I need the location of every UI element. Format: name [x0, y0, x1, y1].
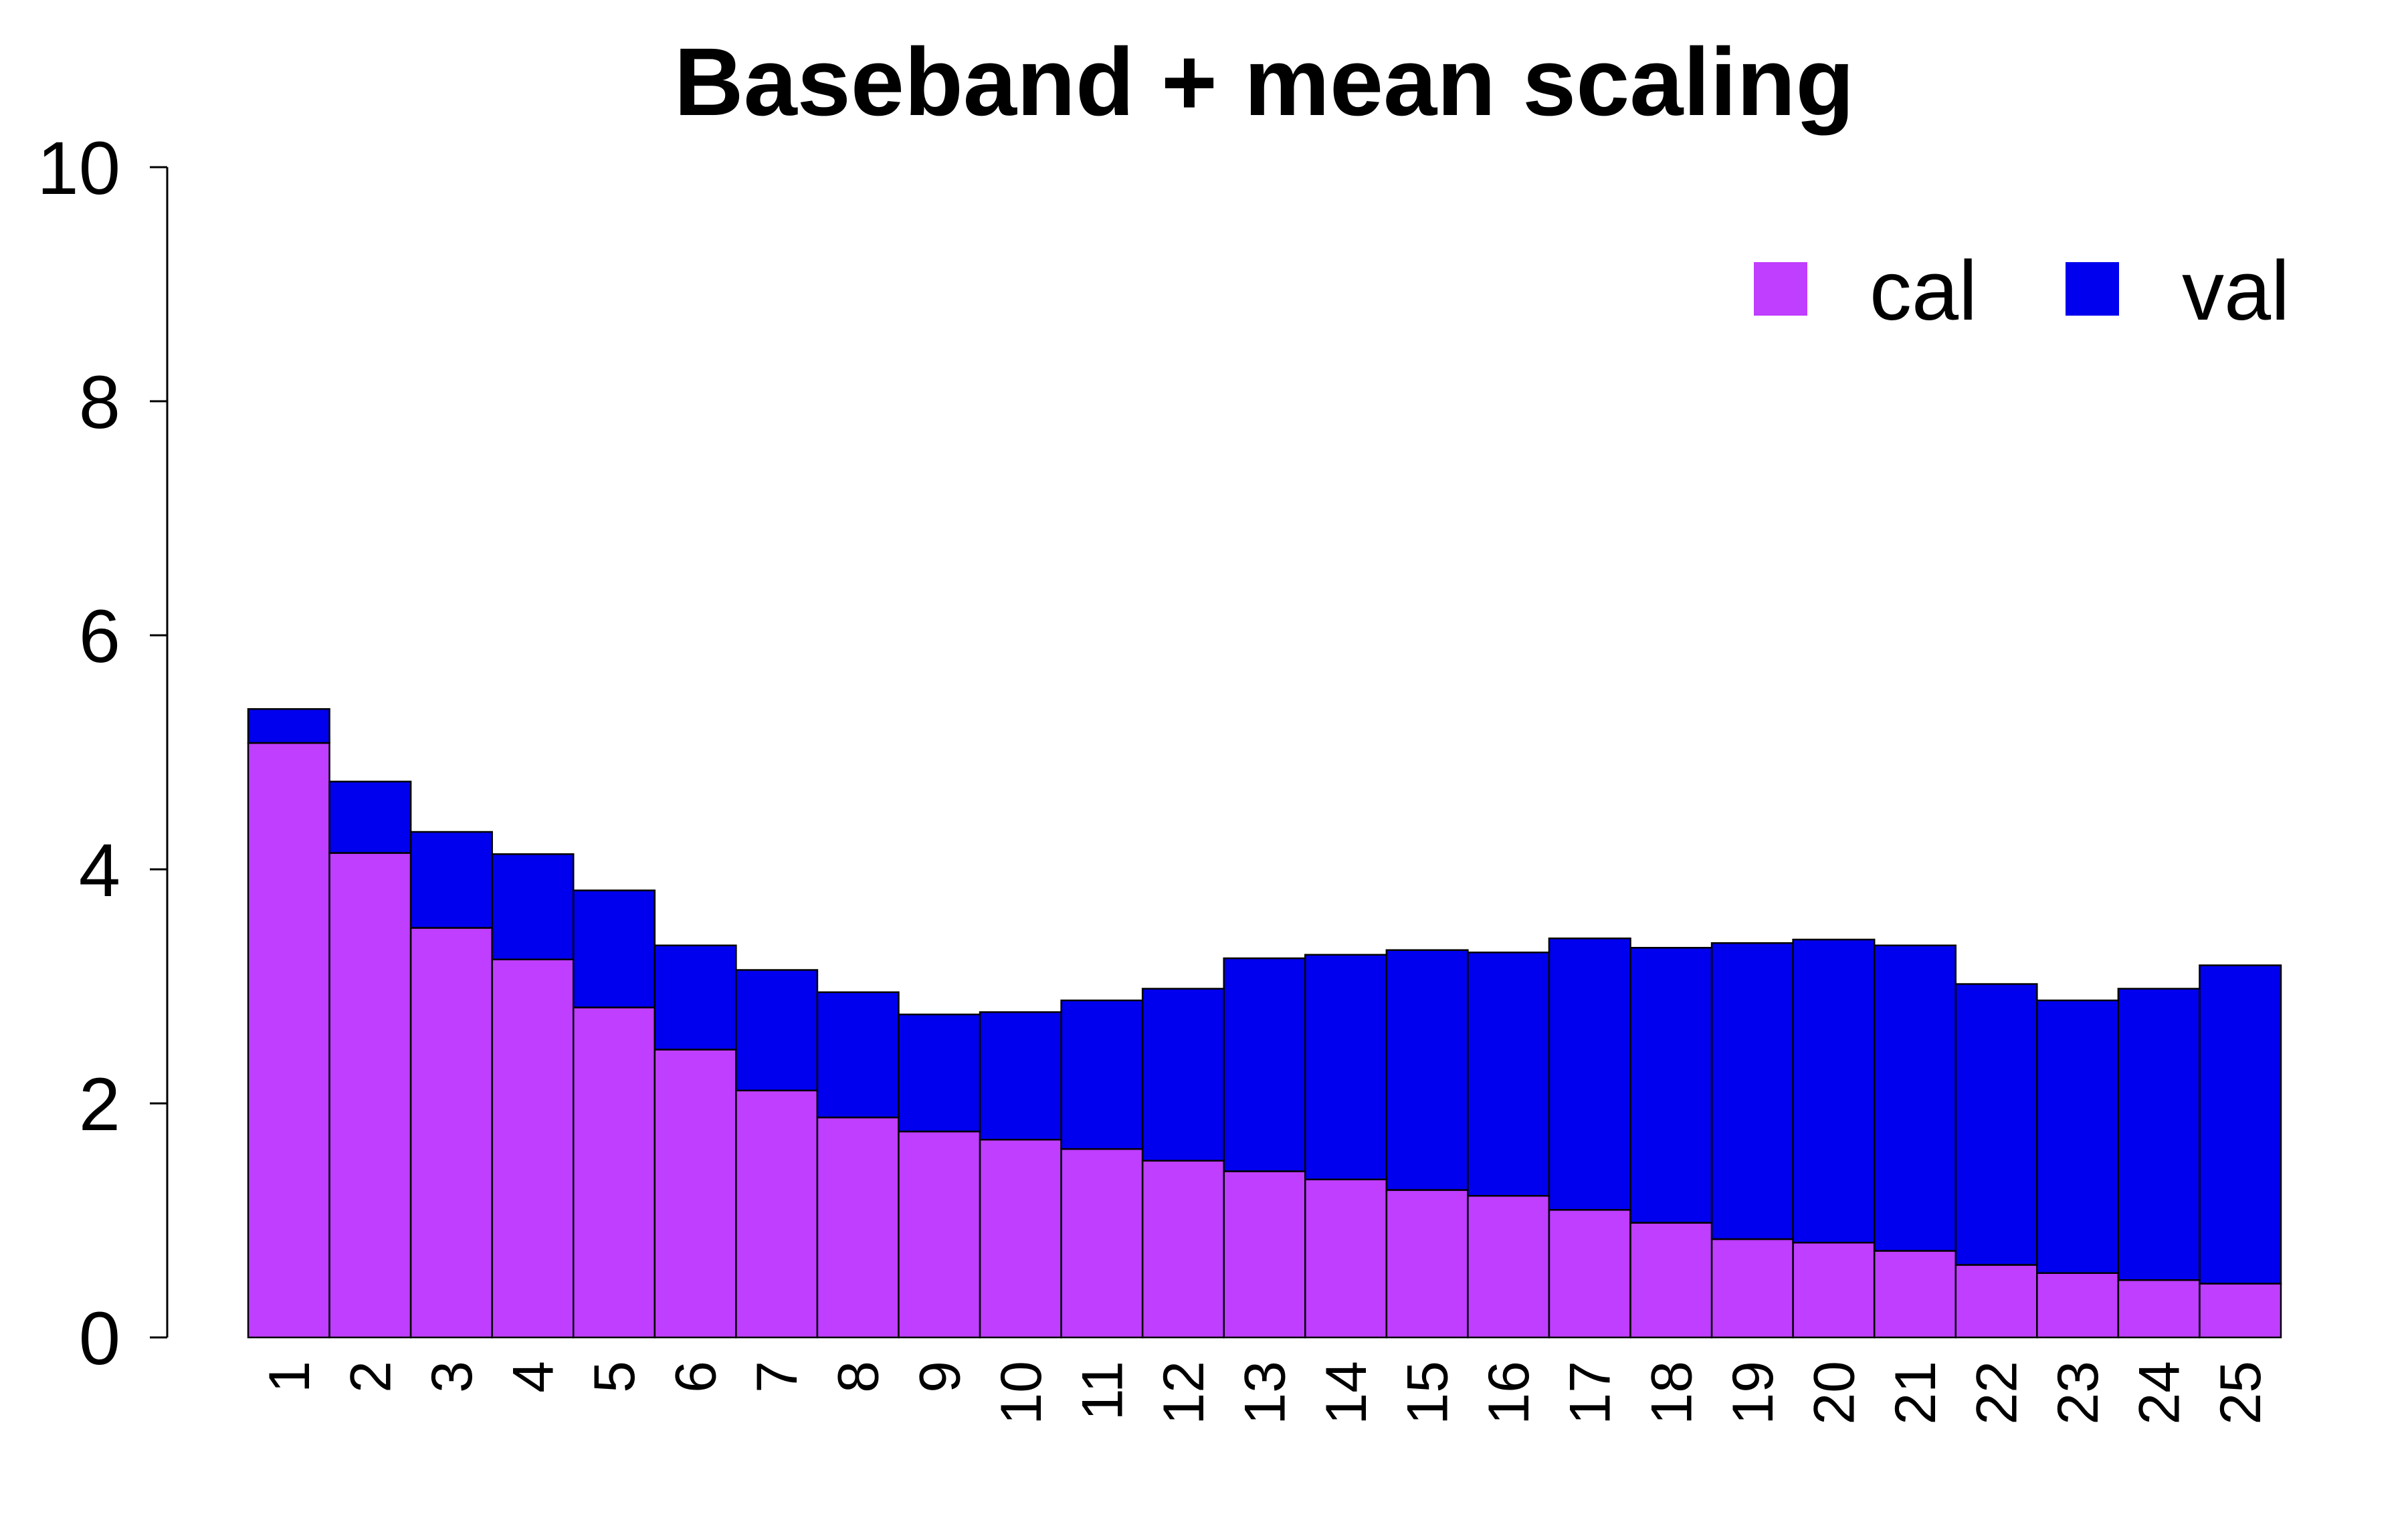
legend-swatch-cal: [1754, 262, 1807, 316]
x-tick-label: 17: [1559, 1361, 1623, 1425]
x-tick-label: 1: [258, 1361, 322, 1393]
y-tick-label: 8: [79, 360, 120, 444]
bar-val-16: [1467, 952, 1550, 1197]
bar-cal-15: [1385, 1189, 1469, 1339]
bar-cal-3: [409, 927, 493, 1339]
x-tick-label: 15: [1396, 1361, 1460, 1425]
bar-cal-22: [1954, 1264, 2038, 1339]
bar-val-5: [572, 889, 656, 1008]
bar-cal-2: [328, 852, 412, 1339]
bar-cal-24: [2117, 1279, 2201, 1339]
bar-val-8: [816, 991, 900, 1119]
x-axis: 1 2 3 4 5 6 7 8 9 10 11 12 13 14 15 16 17 18 19 20 21 22 23 24 2…: [258, 1361, 2273, 1425]
x-tick-label: 8: [827, 1361, 891, 1393]
bar-cal-1: [247, 742, 330, 1339]
bar-val-6: [654, 944, 737, 1051]
bar-cal-25: [2199, 1283, 2282, 1339]
bar-val-15: [1385, 949, 1469, 1191]
y-tick-label: 2: [79, 1063, 120, 1146]
x-tick-label: 25: [2209, 1361, 2273, 1425]
bar-val-7: [735, 969, 819, 1091]
y-tick-label: 6: [79, 594, 120, 678]
bar-val-3: [409, 831, 493, 929]
x-tick-label: 7: [745, 1361, 809, 1393]
x-tick-label: 21: [1884, 1361, 1948, 1425]
bar-val-25: [2199, 964, 2282, 1285]
bar-cal-13: [1223, 1170, 1306, 1339]
y-axis: 0 2 4 6 8 10: [37, 126, 169, 1380]
chart-title: Baseband + mean scaling: [674, 28, 1855, 136]
bar-cal-9: [898, 1130, 981, 1339]
bars: [247, 708, 2282, 1339]
bar-val-20: [1792, 938, 1876, 1244]
bar-val-2: [328, 780, 412, 854]
bar-val-11: [1060, 999, 1144, 1150]
x-tick-label: 11: [1070, 1361, 1134, 1420]
bar-val-18: [1629, 947, 1713, 1224]
bar-cal-8: [816, 1116, 900, 1339]
x-tick-label: 24: [2128, 1361, 2192, 1425]
y-tick-label: 4: [79, 829, 120, 912]
x-tick-label: 9: [908, 1361, 972, 1393]
x-tick-label: 16: [1477, 1361, 1541, 1425]
bar-cal-23: [2036, 1272, 2120, 1339]
bar-val-24: [2117, 988, 2201, 1281]
x-tick-label: 5: [583, 1361, 647, 1393]
bar-cal-12: [1141, 1160, 1225, 1339]
x-tick-label: 18: [1639, 1361, 1704, 1425]
bar-val-14: [1304, 954, 1388, 1180]
bar-cal-10: [979, 1139, 1062, 1339]
y-tick-label: 10: [37, 126, 120, 210]
bar-cal-11: [1060, 1148, 1144, 1339]
bar-cal-16: [1467, 1195, 1550, 1339]
y-tick-label: 0: [79, 1297, 120, 1380]
bar-val-19: [1710, 942, 1794, 1240]
bar-val-22: [1954, 983, 2038, 1266]
x-tick-label: 10: [989, 1361, 1054, 1425]
x-tick-label: 19: [1721, 1361, 1785, 1425]
bar-val-23: [2036, 999, 2120, 1274]
legend-swatch-val: [2066, 262, 2119, 316]
x-tick-label: 23: [2046, 1361, 2110, 1425]
bar-val-12: [1141, 988, 1225, 1162]
x-tick-label: 12: [1152, 1361, 1216, 1425]
bar-val-13: [1223, 957, 1306, 1172]
x-tick-label: 22: [1965, 1361, 2029, 1425]
bar-cal-5: [572, 1006, 656, 1339]
bar-cal-19: [1710, 1238, 1794, 1339]
bar-cal-17: [1548, 1209, 1631, 1339]
bar-cal-6: [654, 1049, 737, 1339]
bar-cal-20: [1792, 1242, 1876, 1339]
legend-label-val: val: [2182, 243, 2290, 338]
x-tick-label: 13: [1233, 1361, 1298, 1425]
bar-val-10: [979, 1011, 1062, 1141]
x-tick-label: 2: [338, 1361, 403, 1393]
bar-val-17: [1548, 938, 1631, 1211]
bar-cal-18: [1629, 1222, 1713, 1339]
x-tick-label: 3: [420, 1361, 484, 1393]
bar-cal-4: [491, 958, 575, 1339]
legend-label-cal: cal: [1870, 243, 1977, 338]
bar-val-1: [247, 708, 330, 744]
bar-cal-21: [1873, 1250, 1957, 1339]
bar-val-4: [491, 853, 575, 960]
x-tick-label: 14: [1314, 1361, 1379, 1425]
bar-val-9: [898, 1013, 981, 1133]
bar-cal-14: [1304, 1178, 1388, 1339]
bar-cal-7: [735, 1089, 819, 1339]
x-tick-label: 4: [501, 1361, 565, 1393]
x-tick-label: 6: [664, 1361, 728, 1393]
x-tick-label: 20: [1802, 1361, 1866, 1425]
bar-val-21: [1873, 944, 1957, 1252]
legend: cal val: [1754, 243, 2290, 338]
